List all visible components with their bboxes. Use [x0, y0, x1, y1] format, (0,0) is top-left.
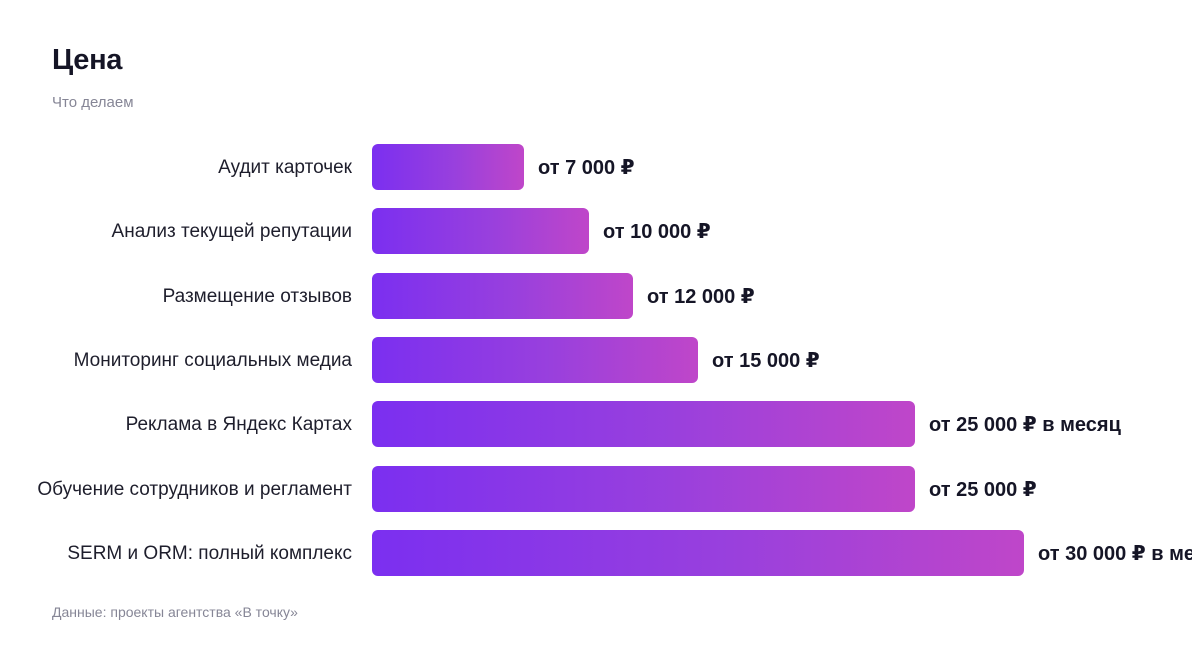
chart-row: Реклама в Яндекс Картах от 25 000 ₽ в мес… — [0, 401, 1200, 447]
value-label: от 12 000 ₽ — [647, 285, 755, 308]
chart-row: Аудит карточек от 7 000 ₽ — [0, 144, 1200, 190]
bar — [372, 273, 633, 319]
value-label: от 30 000 ₽ в месяц — [1038, 542, 1192, 565]
category-label: Обучение сотрудников и регламент — [37, 478, 352, 500]
category-label: Реклама в Яндекс Картах — [125, 413, 352, 435]
value-label: от 15 000 ₽ — [712, 349, 820, 372]
bar — [372, 401, 915, 447]
chart-row: Анализ текущей репутации от 10 000 ₽ — [0, 208, 1200, 254]
bar — [372, 466, 915, 512]
source-note: Данные: проекты агентства «В точку» — [52, 604, 298, 620]
chart-row: Мониторинг социальных медиа от 15 000 ₽ — [0, 337, 1200, 383]
page-subtitle: Что делаем — [52, 94, 134, 111]
chart-row: Обучение сотрудников и регламент от 25 00… — [0, 466, 1200, 512]
value-label: от 7 000 ₽ — [538, 156, 635, 179]
category-label: Размещение отзывов — [162, 285, 352, 307]
chart-row: Размещение отзывов от 12 000 ₽ — [0, 273, 1200, 319]
page-title: Цена — [52, 44, 123, 76]
bar — [372, 144, 524, 190]
chart-row: SERM и ORM: полный комплекс от 30 000 ₽ в… — [0, 530, 1200, 576]
category-label: Мониторинг социальных медиа — [73, 349, 352, 371]
category-label: Аудит карточек — [218, 156, 352, 178]
bar — [372, 530, 1024, 576]
category-label: Анализ текущей репутации — [111, 220, 352, 242]
value-label: от 10 000 ₽ — [603, 220, 711, 243]
value-label: от 25 000 ₽ в месяц — [929, 413, 1121, 436]
bar — [372, 208, 589, 254]
value-label: от 25 000 ₽ — [929, 478, 1037, 501]
category-label: SERM и ORM: полный комплекс — [67, 542, 352, 564]
bar — [372, 337, 698, 383]
